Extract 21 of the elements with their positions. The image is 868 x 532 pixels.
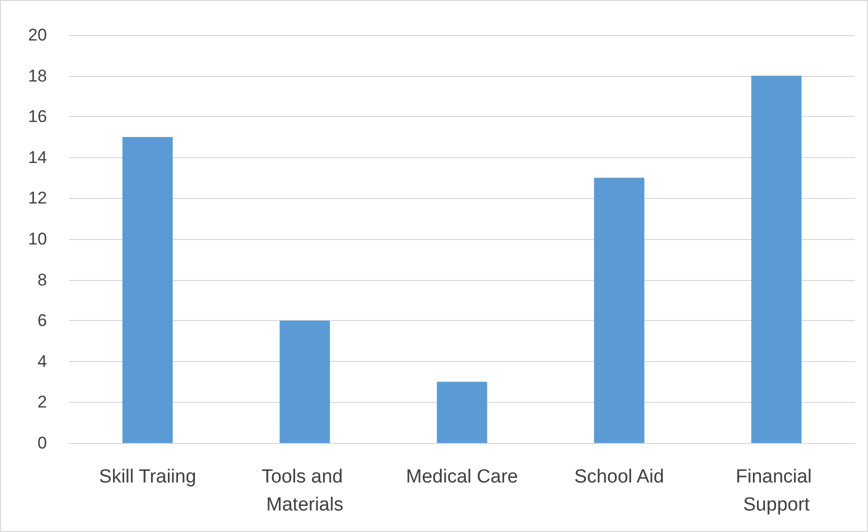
y-tick-label: 10: [28, 230, 47, 248]
y-tick-label: 6: [38, 311, 47, 330]
y-tick-label: 18: [28, 66, 47, 86]
bar: [280, 320, 330, 443]
bar: [436, 382, 488, 443]
y-tick-label: 14: [28, 148, 47, 167]
x-tick-label: School Aid: [574, 466, 664, 488]
y-tick-label: 16: [28, 107, 47, 126]
x-tick-label: Financial Support: [736, 466, 818, 516]
bar: [594, 178, 644, 443]
y-tick-label: 12: [28, 188, 47, 208]
y-tick-label: 2: [38, 392, 47, 412]
x-tick-label: Tools and Materials: [261, 466, 348, 516]
y-tick-label: 20: [28, 26, 47, 44]
y-tick-label: 0: [38, 434, 47, 452]
x-tick-label: Skill Traiing: [99, 466, 196, 488]
y-tick-label: 8: [38, 270, 47, 290]
y-tick-label: 4: [38, 352, 47, 371]
bar: [122, 137, 173, 443]
x-tick-label: Medical Care: [406, 466, 518, 488]
bar: [751, 76, 802, 443]
